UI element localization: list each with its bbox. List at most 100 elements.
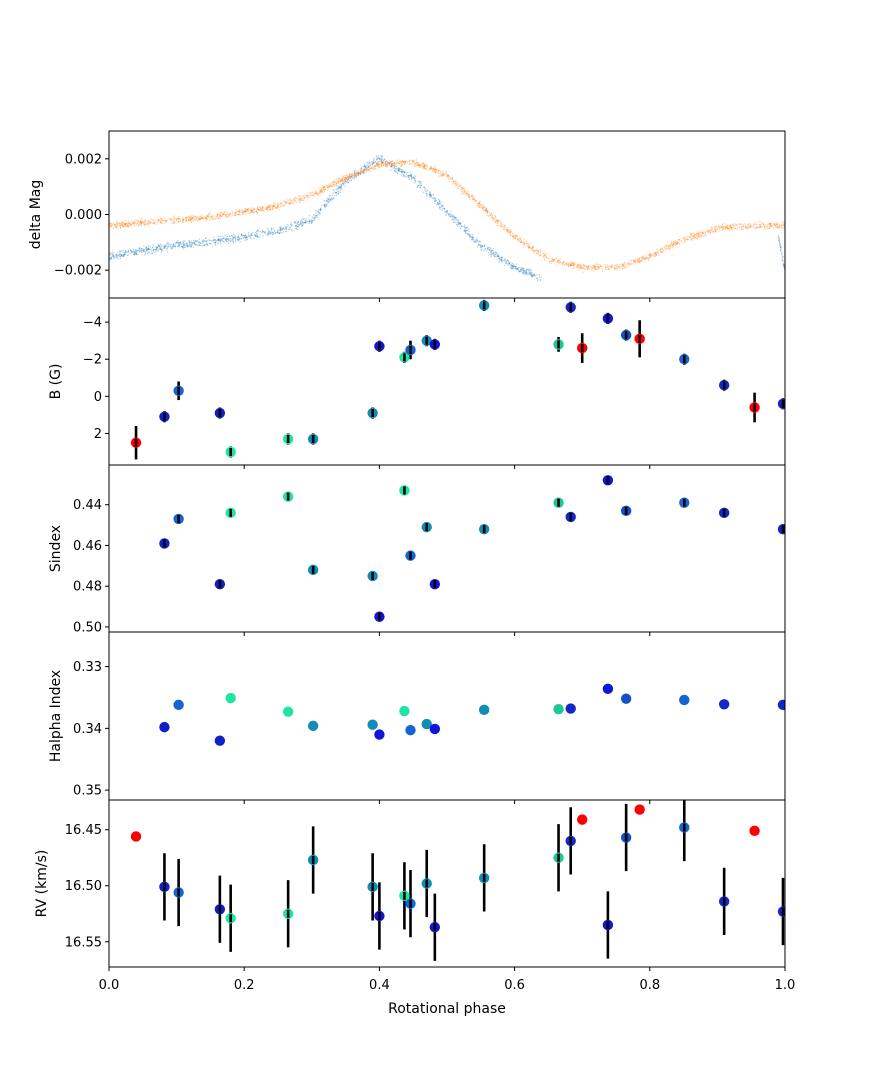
photometry-point	[158, 245, 160, 248]
photometry-point	[759, 226, 761, 228]
photometry-point	[393, 162, 395, 164]
photometry-point	[474, 199, 476, 201]
photometry-point	[604, 268, 606, 270]
photometry-point	[686, 237, 688, 240]
photometry-point	[392, 162, 395, 165]
photometry-point	[335, 194, 338, 197]
photometry-point	[222, 237, 225, 239]
photometry-point	[498, 220, 500, 223]
photometry-point	[781, 259, 784, 262]
photometry-point	[313, 195, 315, 197]
photometry-point	[447, 174, 450, 177]
photometry-point	[460, 185, 462, 187]
photometry-point	[189, 245, 191, 247]
photometry-point	[605, 266, 607, 269]
photometry-point	[397, 162, 399, 164]
photometry-point	[376, 164, 379, 166]
photometry-point	[362, 171, 364, 173]
photometry-point	[697, 232, 700, 235]
photometry-point	[474, 239, 476, 241]
photometry-point	[512, 267, 515, 269]
photometry-point	[461, 225, 463, 227]
photometry-point	[329, 185, 331, 188]
photometry-point	[182, 241, 184, 243]
photometry-point	[466, 226, 468, 228]
photometry-point	[353, 174, 355, 177]
photometry-point	[261, 207, 264, 210]
photometry-point	[529, 272, 531, 274]
photometry-point	[539, 276, 541, 278]
photometry-point	[405, 161, 408, 163]
photometry-point	[393, 164, 395, 167]
photometry-point	[350, 176, 353, 178]
photometry-point	[423, 167, 426, 170]
photometry-point	[570, 264, 572, 267]
photometry-point	[183, 219, 185, 221]
photometry-point	[468, 234, 471, 237]
photometry-point	[413, 161, 415, 163]
photometry-point	[124, 253, 126, 256]
photometry-point	[141, 251, 143, 254]
photometry-point	[508, 263, 510, 265]
photometry-point	[372, 162, 374, 164]
photometry-point	[508, 262, 510, 264]
photometry-point	[462, 190, 464, 193]
photometry-point	[400, 161, 402, 164]
photometry-point	[136, 250, 138, 252]
photometry-point	[220, 238, 222, 240]
photometry-point	[544, 259, 546, 261]
photometry-point	[201, 216, 204, 218]
photometry-point	[487, 210, 489, 213]
photometry-point	[511, 268, 513, 270]
photometry-point	[388, 162, 391, 165]
photometry-point	[322, 185, 325, 187]
photometry-point	[374, 167, 376, 169]
photometry-point	[404, 171, 406, 173]
photometry-point	[404, 175, 406, 177]
photometry-point	[647, 258, 650, 260]
photometry-point	[391, 165, 394, 167]
photometry-point	[386, 164, 388, 167]
photometry-point	[471, 238, 474, 240]
photometry-point	[468, 233, 470, 236]
photometry-point	[675, 244, 677, 246]
photometry-point	[310, 222, 313, 225]
photometry-point	[262, 206, 264, 208]
photometry-point	[211, 218, 214, 220]
photometry-point	[379, 165, 381, 168]
photometry-point	[526, 272, 528, 274]
data-point	[374, 729, 385, 740]
photometry-point	[325, 205, 327, 207]
photometry-point	[425, 168, 427, 170]
photometry-point	[322, 192, 324, 194]
photometry-point	[231, 237, 234, 240]
photometry-point	[716, 227, 718, 230]
photometry-point	[219, 240, 222, 243]
photometry-point	[156, 221, 159, 223]
photometry-point	[556, 260, 559, 262]
photometry-point	[715, 231, 717, 233]
photometry-point	[157, 244, 160, 247]
photometry-point	[265, 209, 267, 211]
photometry-point	[142, 249, 145, 251]
photometry-point	[289, 226, 292, 229]
photometry-point	[576, 264, 579, 266]
photometry-point	[167, 245, 169, 247]
photometry-point	[110, 252, 113, 255]
photometry-point	[424, 165, 426, 167]
photometry-point	[119, 225, 122, 227]
photometry-point	[142, 221, 144, 224]
photometry-point	[166, 242, 168, 245]
photometry-point	[217, 214, 219, 216]
photometry-point	[759, 221, 761, 223]
photometry-point	[459, 185, 462, 187]
photometry-point	[137, 224, 140, 227]
data-point	[602, 683, 614, 695]
photometry-point	[249, 212, 252, 214]
photometry-point	[777, 236, 779, 238]
photometry-point	[497, 220, 499, 222]
photometry-point	[715, 226, 717, 228]
photometry-point	[231, 234, 233, 236]
photometry-point	[781, 255, 783, 258]
photometry-point	[177, 220, 179, 223]
